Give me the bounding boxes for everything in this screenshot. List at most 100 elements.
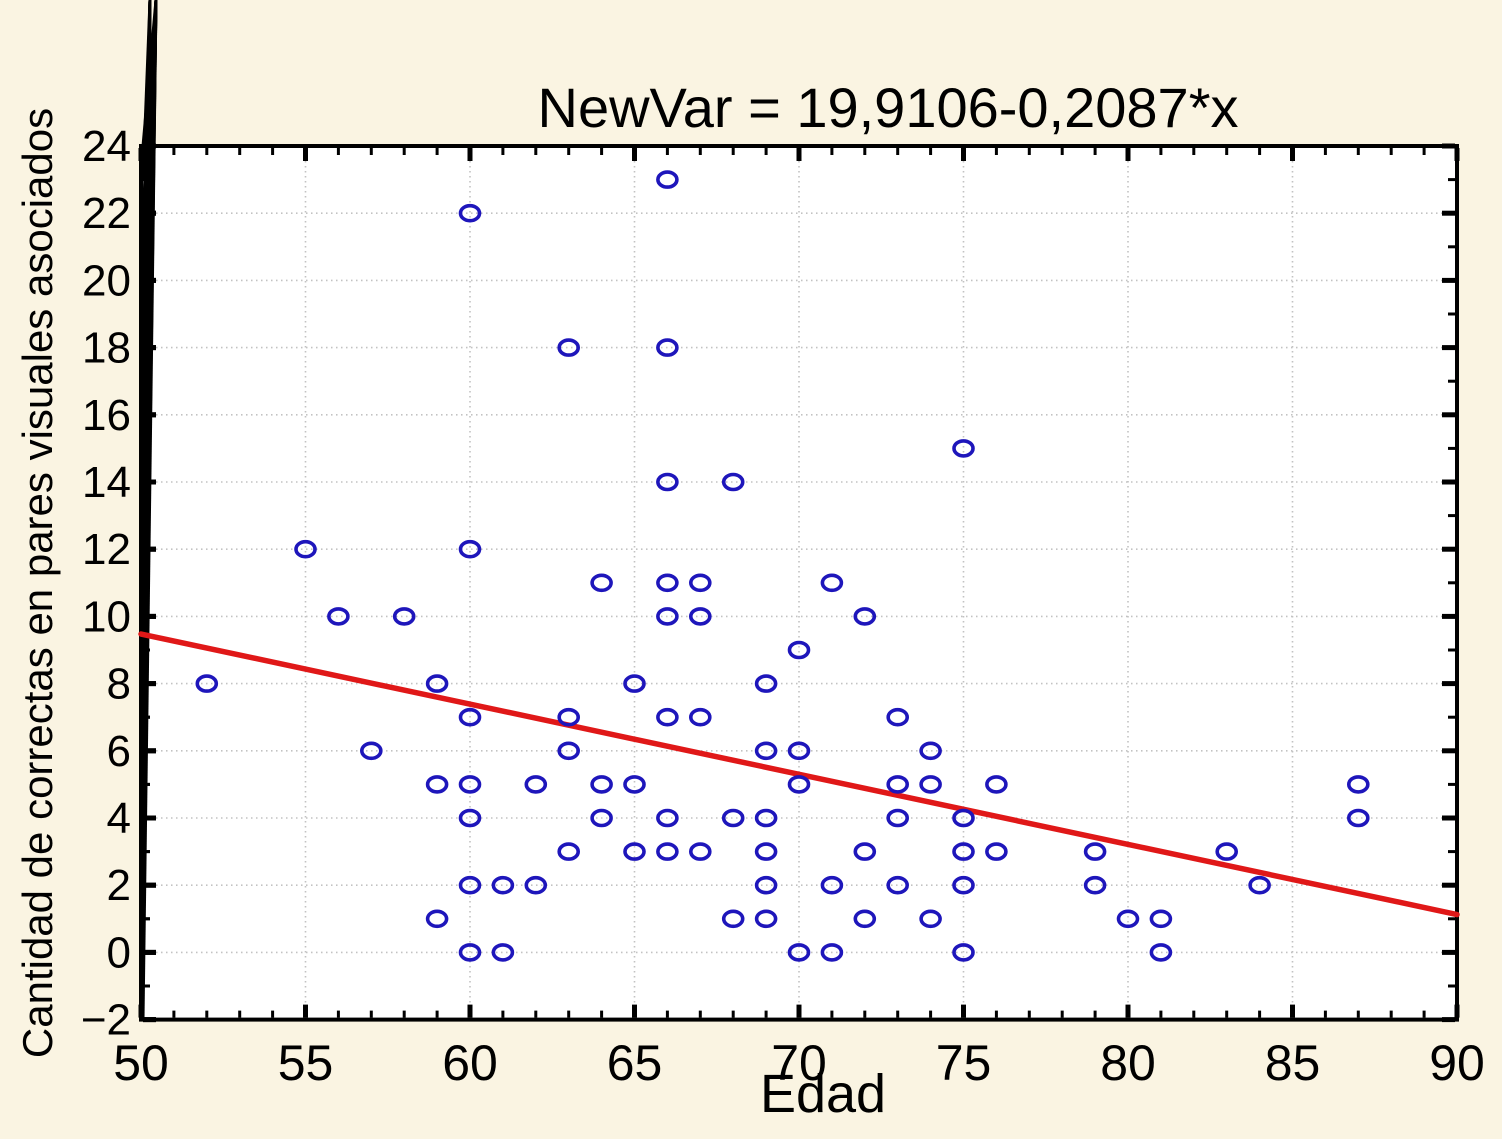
y-tick-label: 0 [107, 928, 131, 977]
data-point [392, 607, 416, 626]
y-tick-label: 6 [107, 727, 131, 776]
data-point [820, 875, 844, 895]
data-point [623, 775, 646, 794]
y-tick-label: 24 [82, 122, 131, 171]
y-tick-label: 22 [82, 189, 131, 238]
data-point [1149, 943, 1173, 962]
x-tick-label: 85 [1265, 1035, 1321, 1091]
y-tick-label: 14 [82, 458, 131, 507]
data-point [688, 707, 712, 727]
y-tick-label: 8 [107, 660, 131, 709]
data-point [754, 741, 778, 761]
data-point [1248, 875, 1271, 895]
y-tick-label: 2 [107, 861, 131, 910]
y-tick-label: 4 [107, 794, 131, 843]
data-point [1083, 875, 1107, 895]
x-tick-label: 90 [1429, 1035, 1485, 1091]
data-point [656, 338, 679, 357]
y-tick-label: −2 [81, 996, 131, 1045]
data-point [195, 674, 219, 693]
data-point [590, 808, 613, 828]
data-point [425, 775, 449, 794]
data-point [1215, 842, 1238, 861]
minor-tick [141, 0, 158, 147]
data-point [952, 943, 975, 962]
data-point [458, 775, 482, 794]
data-point [787, 943, 811, 962]
data-point [458, 943, 482, 962]
data-point [688, 607, 712, 626]
data-point [787, 640, 811, 660]
data-point [1149, 909, 1173, 929]
data-point [524, 875, 548, 895]
data-point [985, 775, 1008, 794]
data-point [656, 170, 679, 189]
data-point [1347, 808, 1370, 828]
data-point [458, 875, 482, 895]
data-point [623, 674, 646, 693]
data-point [754, 674, 778, 693]
x-tick-label: 60 [442, 1035, 498, 1091]
data-point [590, 775, 613, 794]
data-point [721, 472, 745, 492]
data-point [458, 808, 482, 828]
data-point [557, 338, 581, 357]
data-point [458, 539, 482, 559]
data-point [919, 775, 942, 794]
data-point [656, 607, 679, 626]
data-point [656, 707, 679, 727]
data-point [557, 741, 581, 761]
data-point [754, 875, 778, 895]
data-point [853, 909, 877, 929]
y-tick-label: 12 [82, 525, 131, 574]
regression-line-layer [138, 631, 1460, 918]
data-point [952, 439, 975, 458]
data-point [458, 203, 482, 223]
data-point [1347, 775, 1370, 794]
data-point [754, 842, 778, 861]
data-point [919, 909, 942, 929]
x-tick-label: 65 [607, 1035, 663, 1091]
y-tick-label: 10 [82, 592, 131, 641]
data-point [754, 808, 778, 828]
data-point [820, 573, 844, 593]
data-point [1116, 909, 1140, 929]
data-point [886, 808, 910, 828]
x-tick-label: 55 [278, 1035, 334, 1091]
data-point [919, 741, 942, 761]
data-point [656, 808, 679, 828]
tick-label-layer: 50 55 60 65 70 75 80 85 90242220181614121086420−… [81, 122, 1485, 1091]
x-tick-label: 70 [771, 1035, 827, 1091]
data-point [754, 909, 778, 929]
data-point [688, 573, 712, 593]
plot-frame [139, 144, 1459, 1022]
data-point [557, 842, 581, 861]
y-tick-label: 16 [82, 391, 131, 440]
data-point [787, 741, 811, 761]
data-point [656, 573, 679, 593]
x-axis-label: Edad [760, 1064, 886, 1124]
x-tick-label: 50 [113, 1035, 169, 1091]
y-tick-label: 18 [82, 324, 131, 373]
plot-frame-layer [139, 144, 1459, 1022]
data-point [623, 842, 646, 861]
x-tick-label: 75 [936, 1035, 992, 1091]
data-point [952, 842, 975, 861]
data-point-layer [195, 170, 1370, 962]
y-axis-label: Cantidad de correctas en pares visuales … [14, 108, 61, 1058]
data-point [886, 707, 910, 727]
data-point [425, 909, 449, 929]
data-point [524, 775, 548, 794]
data-point [1083, 842, 1107, 861]
data-point [491, 943, 515, 962]
data-point [787, 775, 811, 794]
x-tick-label: 80 [1100, 1035, 1156, 1091]
data-point [721, 808, 745, 828]
data-point [688, 842, 712, 861]
data-point [656, 472, 679, 492]
data-point [952, 808, 975, 828]
y-tick-label: 20 [82, 256, 131, 305]
regression-line [138, 631, 1460, 918]
data-point [721, 909, 745, 929]
